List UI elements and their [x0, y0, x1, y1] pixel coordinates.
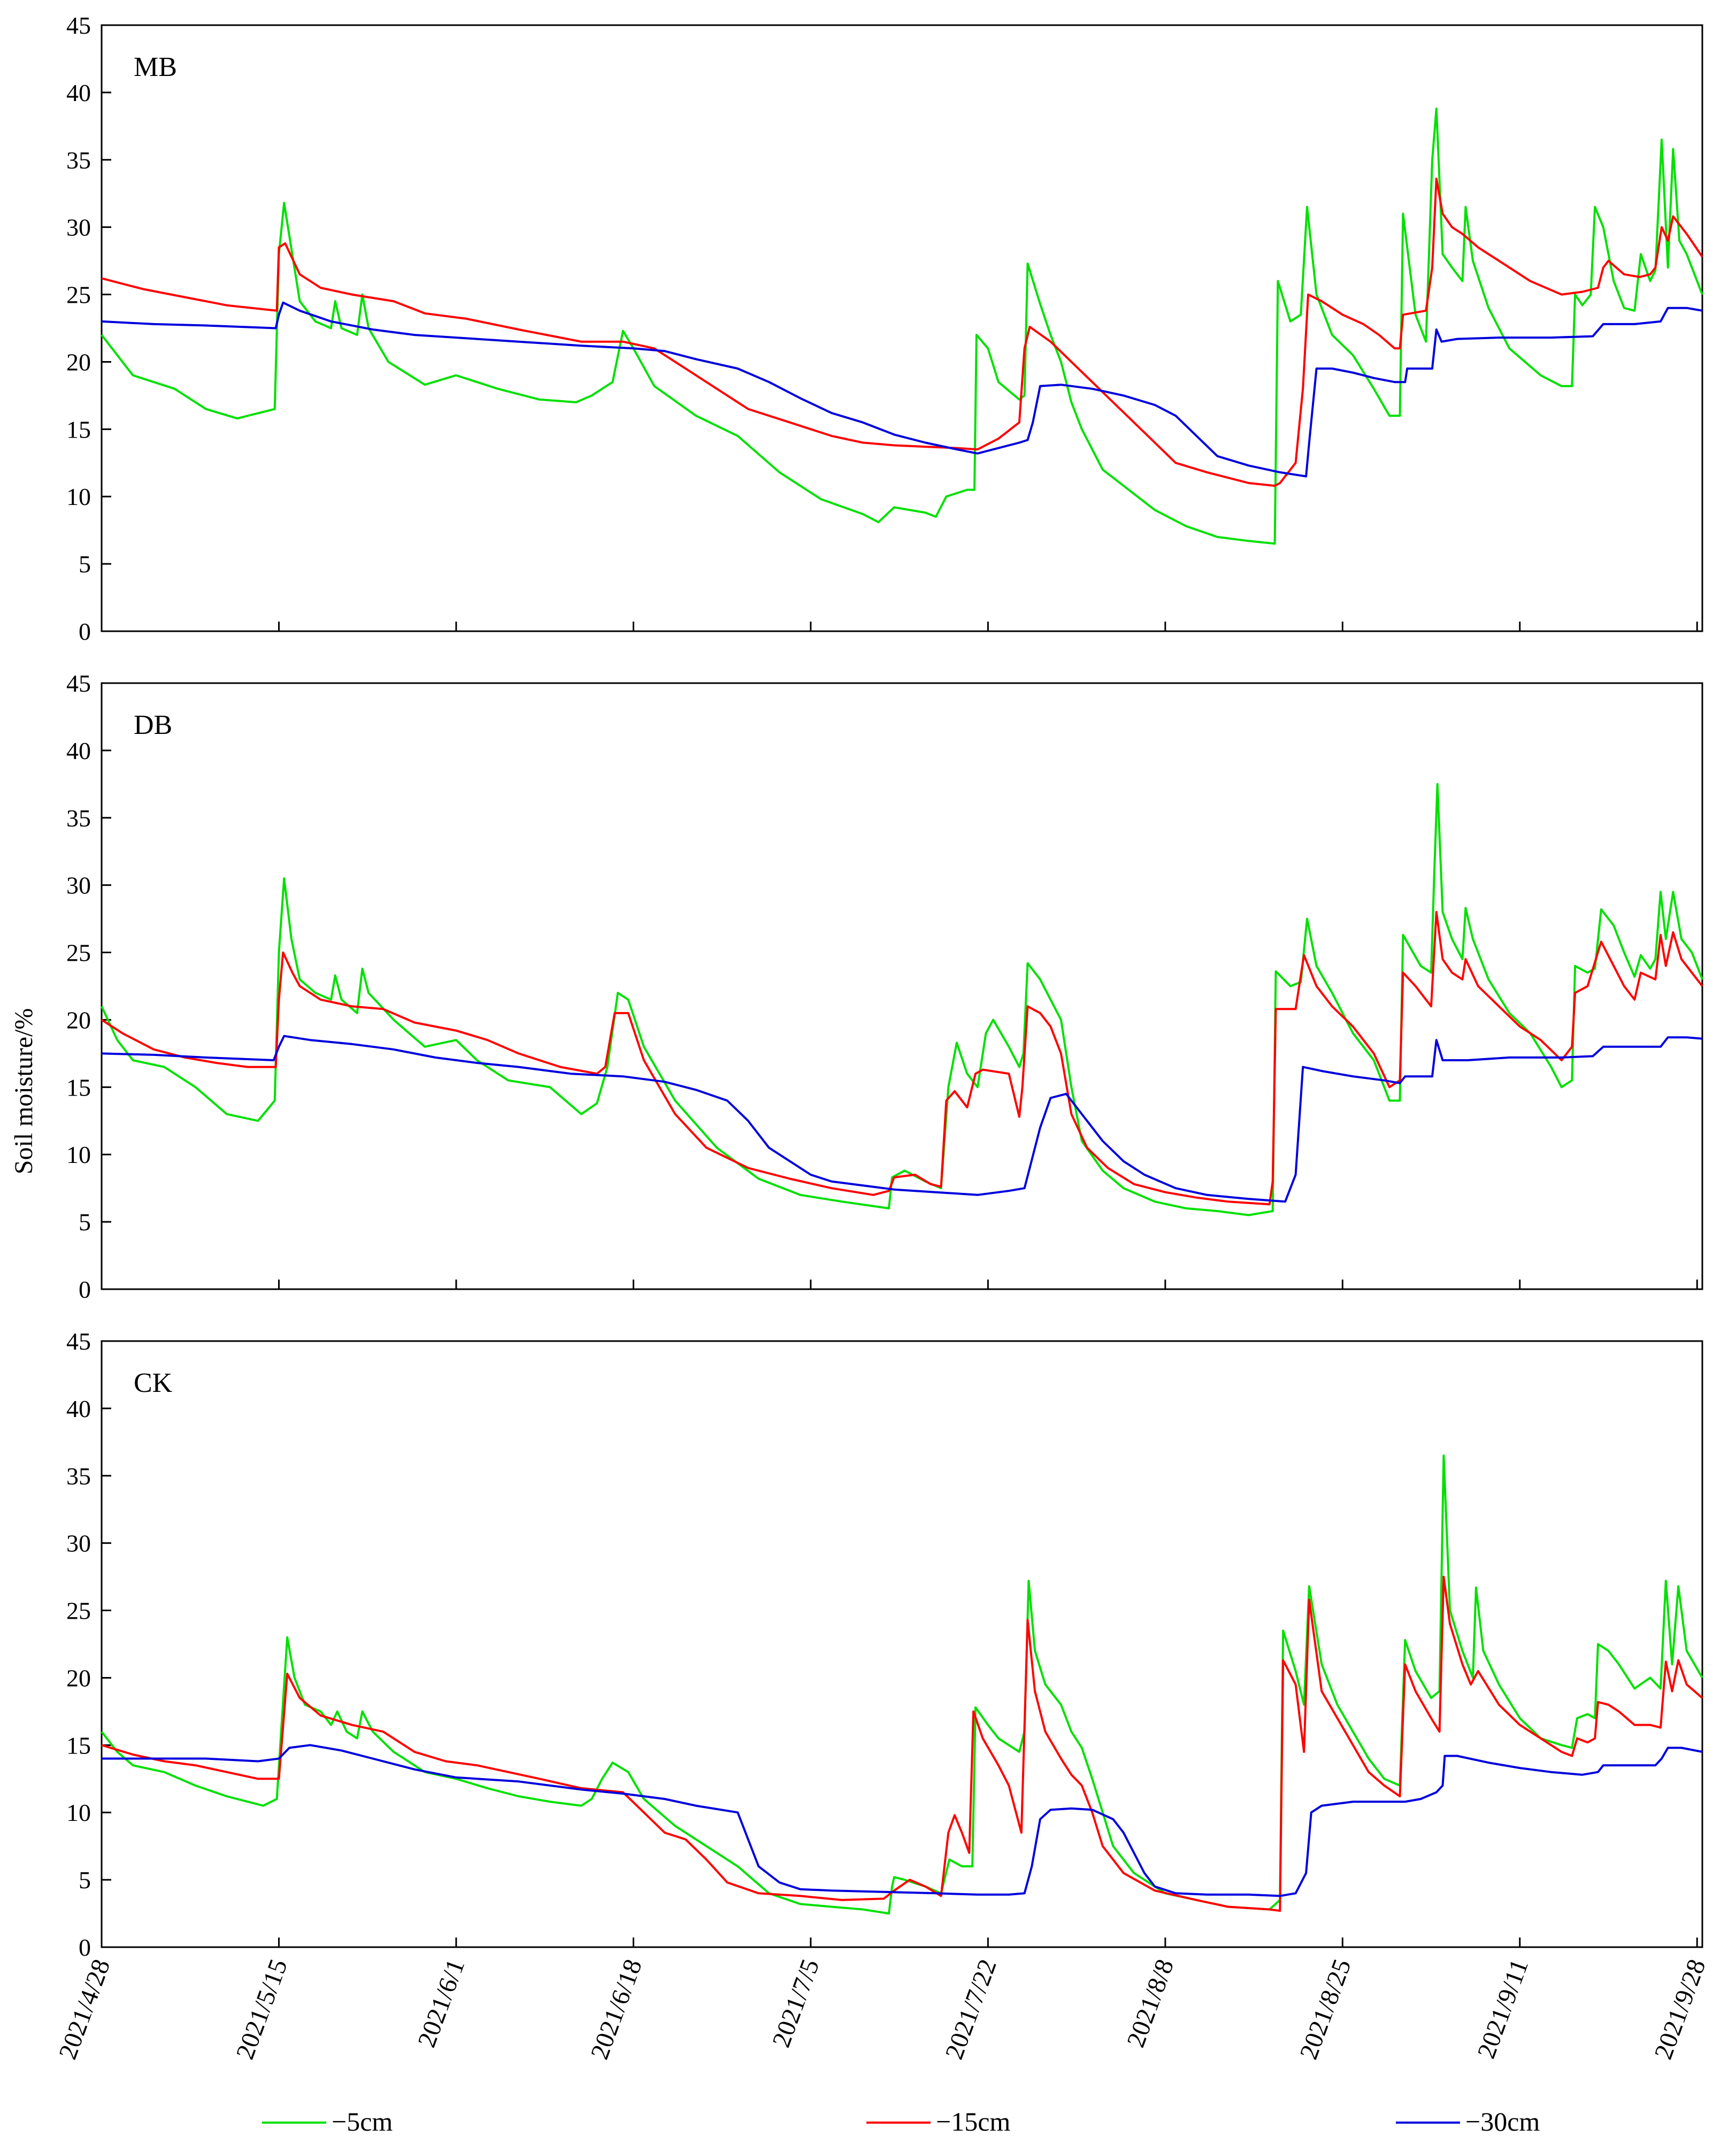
y-tick-label-mb-25: 25 [66, 281, 91, 309]
y-tick-label-db-0: 0 [79, 1276, 91, 1303]
y-tick-label-mb-35: 35 [66, 147, 91, 174]
y-tick-label-db-20: 20 [66, 1006, 91, 1033]
legend-label-15cm: −15cm [936, 2107, 1010, 2137]
panel-label-mb: MB [134, 52, 177, 82]
series-line-mb-s15 [101, 178, 1703, 487]
series-line-db-s5 [101, 783, 1703, 1216]
chart-panels: 0 5 10 15 20 25 30 35 40 45 MB 0 5 10 15 20 25 30 35 40 45 DB… [66, 12, 1703, 1961]
x-tick-label-51: 2021/6/18 [585, 1956, 647, 2063]
x-tick-label-0: 2021/4/28 [53, 1956, 116, 2063]
panel-frame-ck [101, 1340, 1703, 1948]
y-tick-label-mb-30: 30 [66, 214, 91, 241]
x-tick-label-102: 2021/8/8 [1122, 1956, 1179, 2051]
series-line-mb-s5 [101, 108, 1703, 545]
panel-db: 0 5 10 15 20 25 30 35 40 45 DB [66, 670, 1703, 1303]
panel-ck: 0 5 10 15 20 25 30 35 40 45 CK [66, 1328, 1703, 1961]
y-tick-label-ck-35: 35 [66, 1462, 91, 1490]
y-tick-label-db-30: 30 [66, 872, 91, 899]
x-tick-labels: 2021/4/28 2021/5/15 2021/6/1 2021/6/18 2021/… [53, 1956, 1711, 2063]
y-tick-label-mb-10: 10 [66, 483, 91, 510]
y-tick-label-mb-15: 15 [66, 416, 91, 443]
x-tick-label-17: 2021/5/15 [231, 1956, 293, 2063]
panel-label-ck: CK [134, 1368, 173, 1398]
y-tick-label-ck-20: 20 [66, 1664, 91, 1691]
x-tick-label-68: 2021/7/5 [767, 1956, 825, 2051]
legend-item-30cm: −30cm [1396, 2107, 1540, 2137]
series-line-ck-s30 [102, 1744, 1703, 1897]
y-tick-label-db-25: 25 [66, 939, 91, 967]
y-tick-label-ck-30: 30 [66, 1530, 91, 1557]
series-line-db-s15 [101, 911, 1703, 1206]
y-tick-label-db-10: 10 [66, 1141, 91, 1168]
series-line-ck-s15 [101, 1575, 1703, 1912]
x-tick-label-119: 2021/8/25 [1294, 1956, 1356, 2063]
legend-label-30cm: −30cm [1465, 2107, 1540, 2137]
y-tick-label-mb-5: 5 [79, 550, 91, 578]
panel-frame-db [101, 682, 1703, 1290]
y-tick-label-db-5: 5 [79, 1208, 91, 1236]
x-tick-label-136: 2021/9/11 [1472, 1956, 1534, 2062]
y-tick-label-mb-0: 0 [79, 618, 91, 645]
panel-frame-mb [101, 24, 1703, 632]
legend-label-5cm: −5cm [332, 2107, 393, 2137]
y-tick-label-ck-15: 15 [66, 1732, 91, 1759]
y-tick-label-ck-10: 10 [66, 1799, 91, 1826]
y-tick-label-ck-45: 45 [66, 1328, 91, 1355]
y-tick-label-ck-40: 40 [66, 1395, 91, 1422]
x-tick-label-153: 2021/9/28 [1649, 1956, 1711, 2063]
y-tick-label-ck-0: 0 [79, 1934, 91, 1961]
series-line-ck-s5 [101, 1454, 1703, 1915]
x-tick-label-34: 2021/6/1 [412, 1956, 470, 2051]
y-tick-label-mb-40: 40 [66, 79, 91, 106]
panel-label-db: DB [134, 710, 172, 740]
x-tick-label-85: 2021/7/22 [940, 1956, 1002, 2063]
y-axis-label: Soil moisture/% [10, 1008, 38, 1175]
y-tick-label-ck-25: 25 [66, 1597, 91, 1625]
y-tick-label-mb-45: 45 [66, 12, 91, 39]
y-tick-label-mb-20: 20 [66, 348, 91, 376]
y-tick-label-db-35: 35 [66, 805, 91, 832]
series-line-db-s30 [101, 1035, 1703, 1203]
y-tick-label-db-40: 40 [66, 737, 91, 764]
y-tick-label-db-15: 15 [66, 1074, 91, 1101]
legend-item-5cm: −5cm [262, 2107, 393, 2137]
y-tick-label-ck-5: 5 [79, 1866, 91, 1894]
legend-item-15cm: −15cm [866, 2107, 1010, 2137]
series-line-mb-s30 [101, 301, 1703, 478]
y-tick-label-db-45: 45 [66, 670, 91, 697]
panel-mb: 0 5 10 15 20 25 30 35 40 45 MB [66, 12, 1703, 645]
legend: −5cm −15cm −30cm [262, 2107, 1540, 2137]
